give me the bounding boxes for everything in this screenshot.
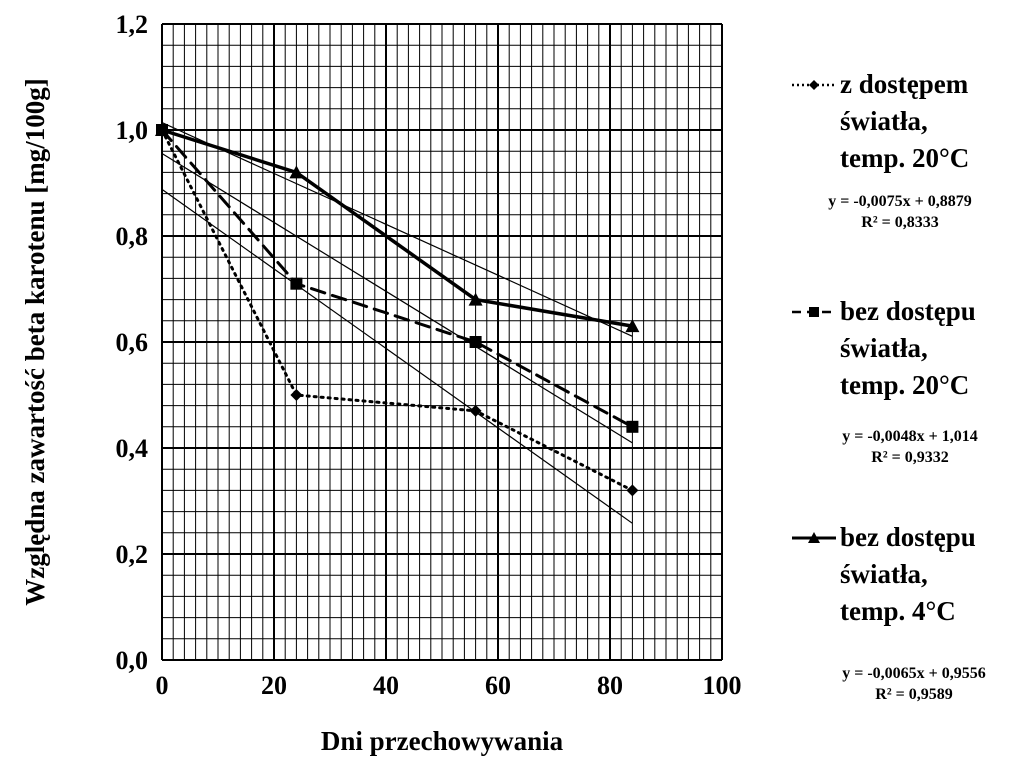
marker-triangle [808,532,820,543]
trendlines [161,122,633,524]
marker-square [626,420,639,433]
x-tick-label: 40 [373,671,399,700]
marker-diamond [809,80,819,90]
y-axis-title: Względna zawartość beta karotenu [mg/100… [20,78,50,605]
trendline-equation-2: y = -0,0048x + 1,014 R² = 0,9332 [842,428,978,466]
marker-diamond [469,404,482,417]
x-tick-label: 80 [597,671,623,700]
marker-diamond [290,389,303,401]
y-tick-label: 0,0 [116,646,149,675]
marker-diamond [626,484,639,497]
x-tick-label: 60 [485,671,511,700]
y-tick-label: 1,2 [116,10,149,39]
legend-label: z dostępem światła, temp. 20°C [840,69,970,173]
legend-swatch-triangle [792,532,836,543]
y-tick-label: 0,2 [116,540,149,569]
marker-triangle [289,165,304,179]
trendline-equation-3: y = -0,0065x + 0,9556 R² = 0,9589 [842,665,986,703]
x-axis-title: Dni przechowywania [321,726,564,756]
y-tick-label: 0,8 [116,222,149,251]
marker-triangle [625,319,640,333]
y-tick-label: 0,4 [116,434,149,463]
x-tick-label: 100 [703,671,742,700]
x-tick-label: 0 [156,671,169,700]
legend-label: bez dostępu światła, temp. 20°C [840,296,976,400]
marker-square [290,277,303,290]
marker-triangle [155,123,169,136]
trendline [161,188,633,524]
trendline [161,153,633,444]
trendline [161,122,633,337]
series-lines [160,128,635,492]
marker-square [469,336,482,348]
legend-swatch-diamond [792,80,836,90]
markers [155,123,640,497]
marker-square [809,307,819,317]
x-tick-label: 20 [261,671,287,700]
y-tick-label: 1,0 [116,116,149,145]
marker-triangle [468,292,483,306]
legend-label: bez dostępu światła, temp. 4°C [840,522,976,626]
trendline-equation-1: y = -0,0075x + 0,8879 R² = 0,8333 [828,193,972,231]
series-line [160,128,635,328]
chart-svg: 0 20 40 60 80 100 0,0 0,2 0,4 0,6 0,8 1,0 1,2 Dni pr… [20,10,742,756]
y-tick-label: 0,6 [116,328,149,357]
series-line [160,128,634,492]
series-line [160,128,634,429]
legend-swatch-square [792,307,836,317]
tick-labels: 0 20 40 60 80 100 0,0 0,2 0,4 0,6 0,8 1,0 1,2 [116,10,742,700]
